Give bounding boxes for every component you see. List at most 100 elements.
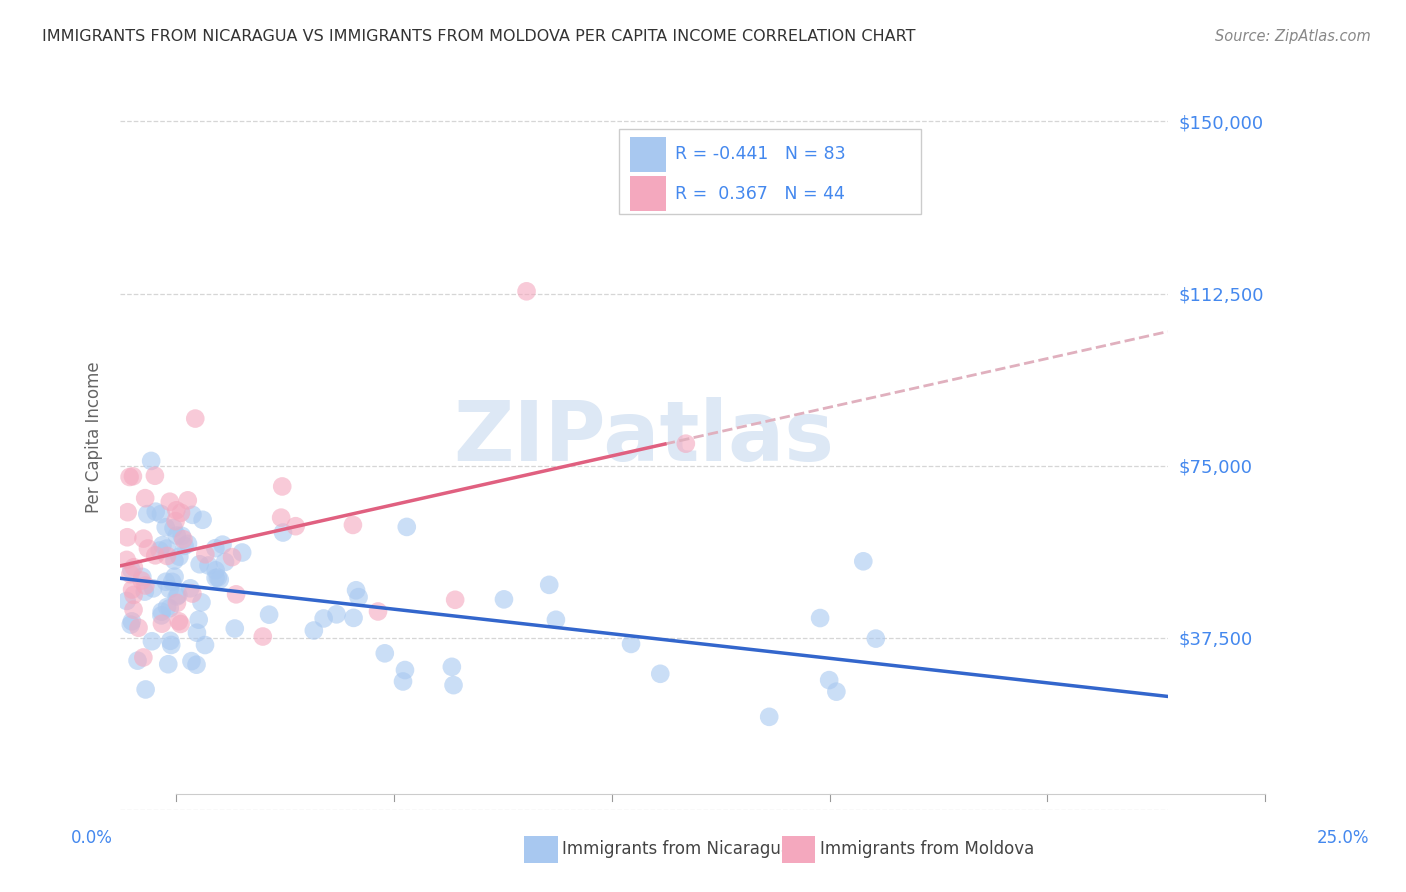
Immigrants from Nicaragua [392, 674, 415, 689]
Immigrants from Nicaragua [157, 657, 180, 672]
Immigrants from Nicaragua [149, 507, 172, 521]
Immigrants from Nicaragua [207, 570, 229, 584]
Immigrants from Nicaragua [152, 538, 174, 552]
Immigrants from Nicaragua [187, 613, 209, 627]
Immigrants from Moldova [117, 530, 139, 544]
Immigrants from Nicaragua [443, 678, 465, 692]
Immigrants from Moldova [444, 592, 467, 607]
Immigrants from Moldova [131, 574, 153, 588]
Immigrants from Moldova [120, 567, 142, 582]
Immigrants from Nicaragua [131, 570, 153, 584]
Immigrants from Nicaragua [160, 574, 183, 589]
Text: R =  0.367   N = 44: R = 0.367 N = 44 [675, 185, 845, 202]
Immigrants from Moldova [172, 533, 194, 547]
Y-axis label: Per Capita Income: Per Capita Income [86, 361, 103, 513]
Immigrants from Nicaragua [159, 601, 181, 615]
Immigrants from Moldova [136, 541, 159, 556]
Immigrants from Nicaragua [211, 538, 233, 552]
Immigrants from Nicaragua [181, 508, 204, 522]
Immigrants from Nicaragua [166, 590, 188, 604]
Immigrants from Nicaragua [650, 666, 672, 681]
Immigrants from Nicaragua [231, 545, 253, 559]
Immigrants from Nicaragua [395, 520, 418, 534]
Text: Source: ZipAtlas.com: Source: ZipAtlas.com [1215, 29, 1371, 44]
Immigrants from Moldova [165, 503, 187, 517]
Immigrants from Nicaragua [852, 554, 875, 568]
Immigrants from Nicaragua [120, 617, 142, 632]
Immigrants from Moldova [134, 491, 156, 506]
Immigrants from Nicaragua [127, 654, 149, 668]
Immigrants from Nicaragua [194, 638, 217, 652]
Immigrants from Moldova [271, 479, 294, 493]
Immigrants from Moldova [150, 616, 173, 631]
Immigrants from Nicaragua [620, 637, 643, 651]
Immigrants from Moldova [284, 519, 307, 533]
Immigrants from Nicaragua [191, 513, 214, 527]
Immigrants from Moldova [252, 630, 274, 644]
Immigrants from Nicaragua [538, 578, 561, 592]
Immigrants from Moldova [156, 549, 179, 563]
Immigrants from Nicaragua [186, 657, 208, 672]
Immigrants from Nicaragua [271, 525, 294, 540]
Immigrants from Nicaragua [342, 611, 364, 625]
Immigrants from Nicaragua [492, 592, 515, 607]
Immigrants from Nicaragua [188, 558, 211, 572]
Text: Immigrants from Moldova: Immigrants from Moldova [820, 840, 1033, 858]
Text: 0.0%: 0.0% [70, 829, 112, 847]
Immigrants from Nicaragua [120, 563, 142, 577]
Immigrants from Nicaragua [173, 539, 195, 553]
Immigrants from Nicaragua [374, 646, 396, 660]
Immigrants from Nicaragua [818, 673, 841, 687]
Text: R = -0.441   N = 83: R = -0.441 N = 83 [675, 145, 845, 163]
Text: IMMIGRANTS FROM NICARAGUA VS IMMIGRANTS FROM MOLDOVA PER CAPITA INCOME CORRELATI: IMMIGRANTS FROM NICARAGUA VS IMMIGRANTS … [42, 29, 915, 44]
Immigrants from Nicaragua [325, 607, 347, 622]
Immigrants from Nicaragua [344, 583, 367, 598]
Immigrants from Nicaragua [159, 582, 181, 596]
Immigrants from Nicaragua [214, 555, 236, 569]
Immigrants from Nicaragua [156, 541, 179, 556]
Immigrants from Moldova [177, 493, 200, 508]
Immigrants from Moldova [170, 506, 193, 520]
Immigrants from Nicaragua [347, 590, 370, 604]
Immigrants from Nicaragua [204, 563, 226, 577]
Immigrants from Nicaragua [180, 654, 202, 668]
Immigrants from Nicaragua [145, 505, 167, 519]
Immigrants from Nicaragua [808, 611, 831, 625]
Immigrants from Nicaragua [162, 521, 184, 535]
Immigrants from Nicaragua [150, 608, 173, 623]
Immigrants from Moldova [122, 602, 145, 616]
Immigrants from Nicaragua [190, 595, 212, 609]
Immigrants from Moldova [225, 587, 247, 601]
Immigrants from Nicaragua [758, 710, 780, 724]
Immigrants from Moldova [143, 549, 166, 563]
Immigrants from Moldova [159, 494, 181, 508]
Immigrants from Nicaragua [163, 569, 186, 583]
Immigrants from Nicaragua [167, 588, 190, 602]
Immigrants from Nicaragua [159, 633, 181, 648]
Immigrants from Nicaragua [166, 528, 188, 542]
Immigrants from Moldova [184, 411, 207, 425]
Immigrants from Nicaragua [163, 553, 186, 567]
Immigrants from Nicaragua [160, 638, 183, 652]
Immigrants from Moldova [165, 514, 187, 528]
Immigrants from Nicaragua [204, 571, 226, 585]
Text: ZIPatlas: ZIPatlas [453, 397, 834, 477]
Text: Immigrants from Nicaragua: Immigrants from Nicaragua [562, 840, 792, 858]
Immigrants from Moldova [132, 650, 155, 665]
Immigrants from Moldova [118, 470, 141, 484]
Immigrants from Nicaragua [156, 599, 179, 614]
Immigrants from Moldova [117, 505, 139, 519]
Immigrants from Nicaragua [135, 682, 157, 697]
Immigrants from Nicaragua [141, 634, 163, 648]
Immigrants from Moldova [181, 586, 204, 600]
Immigrants from Moldova [128, 621, 150, 635]
Immigrants from Nicaragua [136, 507, 159, 521]
Immigrants from Nicaragua [115, 594, 138, 608]
Immigrants from Nicaragua [197, 558, 219, 573]
Immigrants from Moldova [166, 596, 188, 610]
Immigrants from Moldova [169, 617, 191, 632]
Immigrants from Moldova [122, 588, 145, 602]
Text: 25.0%: 25.0% [1316, 829, 1369, 847]
Immigrants from Moldova [121, 582, 143, 597]
Immigrants from Moldova [134, 578, 156, 592]
